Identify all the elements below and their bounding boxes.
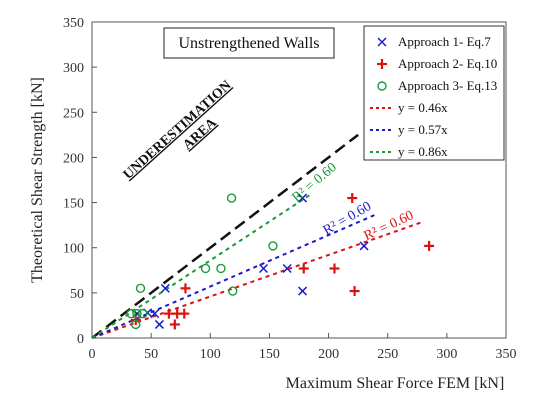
- point-x-stroke: [154, 319, 164, 329]
- y-tick-label: 0: [77, 332, 84, 347]
- point-x: [359, 241, 369, 251]
- point-plus: [349, 286, 360, 297]
- point-plus: [329, 263, 340, 274]
- legend-entry: y = 0.57x: [398, 122, 448, 137]
- x-tick-label: 300: [436, 347, 457, 362]
- point-circle: [200, 263, 211, 274]
- x-tick-label: 50: [144, 347, 158, 362]
- legend-entry: y = 0.86x: [398, 144, 448, 159]
- point-x-stroke: [258, 263, 269, 274]
- x-tick-label: 200: [318, 347, 339, 362]
- point-circle: [377, 81, 387, 91]
- point-x: [258, 263, 269, 274]
- point-x: [150, 309, 160, 319]
- point-circle: [135, 283, 146, 294]
- x-tick-label: 250: [377, 347, 398, 362]
- x-tick-label: 350: [496, 347, 517, 362]
- point-x-stroke: [377, 37, 387, 47]
- x-tick-label: 100: [200, 347, 221, 362]
- point-plus: [347, 193, 358, 204]
- point-x-stroke: [160, 283, 170, 293]
- reference-line: [91, 133, 359, 339]
- point-x: [298, 193, 308, 203]
- y-tick-label: 200: [63, 151, 84, 166]
- point-x-stroke: [150, 309, 160, 319]
- point-circle: [226, 193, 237, 203]
- point-plus: [377, 59, 387, 69]
- point-circle: [228, 286, 238, 296]
- y-tick-label: 350: [63, 16, 84, 31]
- y-tick-label: 100: [63, 242, 84, 257]
- point-x: [298, 286, 308, 296]
- point-x: [282, 263, 292, 274]
- ticks: 0 50 100 150 200 250 300 350 0 50 100 150 200 250 300 3…: [63, 16, 517, 362]
- trend-line: [91, 193, 312, 339]
- y-tick-label: 50: [70, 287, 84, 302]
- legend: Approach 1- Eq.7 Approach 2- Eq.10 Approac…: [370, 34, 497, 159]
- x-tick-label: 150: [259, 347, 280, 362]
- trend-line: [91, 220, 424, 339]
- point-circle: [131, 319, 141, 330]
- legend-box: [363, 25, 505, 161]
- y-tick-label: 150: [63, 197, 84, 212]
- point-plus: [298, 263, 309, 274]
- point-x-stroke: [282, 263, 292, 274]
- point-plus: [424, 240, 435, 251]
- point-x: [154, 319, 164, 329]
- x-axis-title: Maximum Shear Force FEM [kN]: [286, 375, 505, 392]
- title-box: [163, 27, 335, 59]
- point-x-stroke: [298, 286, 308, 296]
- point-circle: [138, 308, 148, 319]
- point-x: [377, 37, 387, 47]
- legend-entry: Approach 1- Eq.7: [398, 34, 491, 49]
- point-plus: [169, 319, 180, 330]
- point-x-stroke: [359, 241, 369, 251]
- chart-title: Unstrengthened Walls: [178, 35, 319, 52]
- point-x-stroke: [298, 193, 308, 203]
- y-tick-label: 250: [63, 106, 84, 121]
- point-circle: [268, 241, 278, 251]
- point-circle: [216, 263, 226, 274]
- point-x: [160, 283, 170, 293]
- legend-entry: Approach 2- Eq.10: [398, 56, 497, 71]
- y-axis-title: Theoretical Shear Strength [kN]: [29, 77, 46, 283]
- point-circle: [132, 308, 142, 319]
- legend-entry: y = 0.46x: [398, 100, 448, 115]
- y-tick-label: 300: [63, 61, 84, 76]
- point-plus: [180, 283, 191, 294]
- point-circle: [126, 308, 136, 319]
- legend-entry: Approach 3- Eq.13: [398, 78, 497, 93]
- point-plus: [179, 308, 190, 319]
- x-tick-label: 0: [89, 347, 96, 362]
- points: [126, 193, 435, 330]
